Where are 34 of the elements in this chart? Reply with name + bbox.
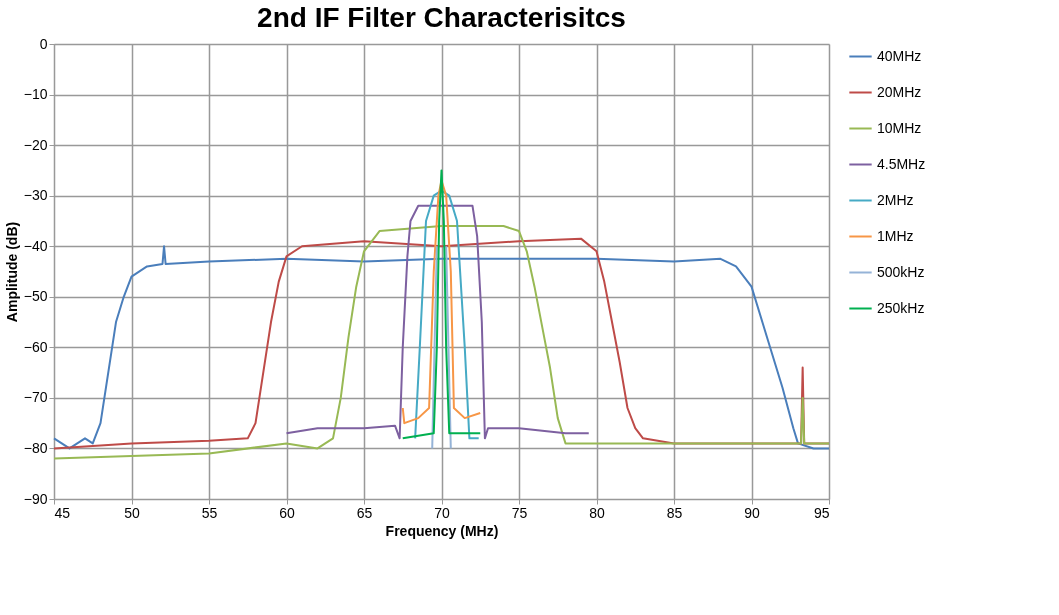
x-tick-label: 45 (54, 504, 71, 521)
y-tick-label: 0 (39, 35, 48, 52)
x-axis-title: Frequency (MHz) (385, 522, 499, 539)
y-tick-label: −20 (23, 136, 48, 153)
y-tick-label: −60 (23, 338, 48, 355)
x-tick-label: 75 (511, 504, 528, 521)
x-tick-label: 90 (744, 504, 760, 521)
y-tick-label: −90 (23, 490, 48, 507)
legend-label: 1MHz (877, 227, 914, 244)
x-tick-label: 70 (434, 504, 450, 521)
legend-label: 20MHz (877, 83, 922, 100)
chart-title: 2nd IF Filter Characterisitcs (257, 2, 626, 33)
x-tick-label: 55 (201, 504, 218, 521)
x-tick-label: 95 (813, 504, 830, 521)
legend-label: 10MHz (877, 119, 922, 136)
legend-label: 500kHz (877, 263, 925, 280)
x-tick-label: 60 (279, 504, 295, 521)
x-tick-label: 80 (589, 504, 605, 521)
legend-label: 4.5MHz (877, 155, 926, 172)
x-tick-label: 65 (356, 504, 373, 521)
y-tick-label: −70 (23, 389, 48, 406)
line-series (285, 204, 590, 440)
y-tick-label: −30 (23, 187, 48, 204)
y-tick-label: −40 (23, 237, 48, 254)
x-tick-label: 85 (666, 504, 683, 521)
x-tick-label: 50 (124, 504, 140, 521)
legend-label: 250kHz (877, 299, 925, 316)
legend-label: 2MHz (877, 191, 914, 208)
y-tick-label: −10 (23, 86, 48, 103)
y-tick-label: −50 (23, 288, 48, 305)
legend-label: 40MHz (877, 47, 922, 64)
y-tick-label: −80 (23, 439, 48, 456)
y-axis-title: Amplitude (dB) (3, 221, 20, 323)
line-series (414, 189, 480, 440)
